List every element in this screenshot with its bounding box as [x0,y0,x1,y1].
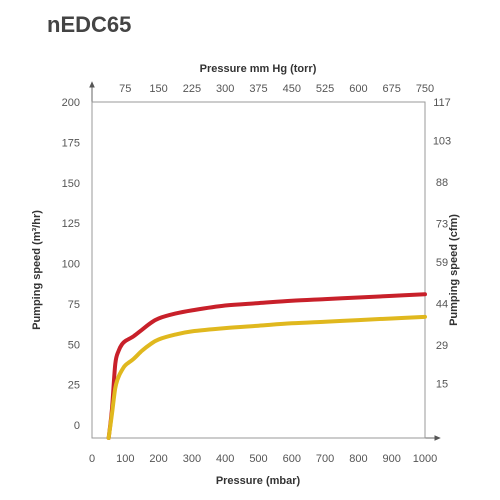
x-tick-label: 600 [283,453,301,465]
x2-tick-label: 600 [349,83,367,95]
y2-tick-label: 59 [436,257,448,269]
y-axis-title: Pumping speed (m³/hr) [31,210,43,330]
y-tick-label: 75 [68,299,80,311]
y2-axis-title: Pumping speed (cfm) [448,214,460,326]
x-tick-label: 300 [183,453,201,465]
y-tick-label: 125 [62,218,80,230]
y2-tick-label: 15 [436,379,448,391]
y-tick-label: 200 [62,97,80,109]
x-tick-label: 700 [316,453,334,465]
y2-tick-label: 103 [433,136,451,148]
x-tick-label: 900 [383,453,401,465]
x-axis-title: Pressure (mbar) [216,475,301,487]
series-layer [106,292,427,440]
y2-tick-label: 117 [433,97,451,109]
y2-tick-label: 73 [436,218,448,230]
y-tick-label: 0 [74,420,80,432]
y-tick-label: 150 [62,178,80,190]
plot-frame [91,101,426,439]
x2-tick-label: 525 [316,83,334,95]
x-tick-label: 100 [116,453,134,465]
y-tick-label: 50 [68,339,80,351]
chart-title: nEDC65 [47,12,132,37]
series-line-red [106,292,427,440]
x2-tick-label: 150 [149,83,167,95]
x2-axis-title: Pressure mm Hg (torr) [200,63,317,75]
x2-tick-label: 450 [283,83,301,95]
y2-tick-label: 29 [436,340,448,352]
y2-tick-label: 44 [436,299,448,311]
x-tick-label: 800 [349,453,367,465]
x2-tick-label: 225 [183,83,201,95]
x-tick-label: 400 [216,453,234,465]
x2-tick-label: 75 [119,83,131,95]
x2-tick-label: 375 [249,83,267,95]
y-tick-label: 100 [62,259,80,271]
axes [89,81,441,441]
x2-tick-label: 300 [216,83,234,95]
y-tick-label: 175 [62,137,80,149]
x-tick-label: 500 [249,453,267,465]
x-tick-label: 1000 [413,453,437,465]
series-line-yellow [106,314,427,440]
x-tick-label: 0 [89,453,95,465]
x2-tick-label: 675 [383,83,401,95]
x-tick-label: 200 [149,453,167,465]
y-tick-label: 25 [68,380,80,392]
y2-tick-label: 88 [436,177,448,189]
x2-tick-label: 750 [416,83,434,95]
